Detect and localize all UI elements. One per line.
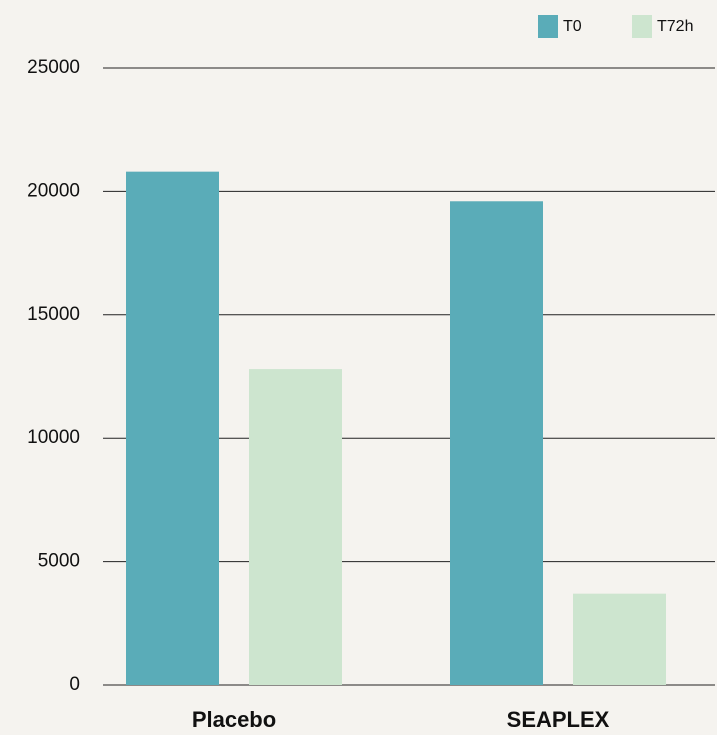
y-tick-label: 20000 [27, 180, 80, 201]
legend-label: T0 [563, 18, 582, 35]
legend-label: T72h [657, 18, 693, 35]
y-tick-label: 5000 [38, 551, 80, 572]
bar [249, 369, 342, 685]
y-tick-label: 15000 [27, 304, 80, 325]
y-tick-label: 25000 [27, 57, 80, 78]
bar [450, 201, 543, 685]
bar [126, 171, 219, 685]
x-tick-label: SEAPLEX [507, 707, 610, 732]
y-tick-label: 0 [69, 674, 80, 695]
legend-swatch [632, 15, 652, 38]
legend-swatch [538, 15, 558, 38]
x-tick-label: Placebo [192, 707, 276, 732]
y-tick-label: 10000 [27, 427, 80, 448]
bar [573, 593, 666, 685]
